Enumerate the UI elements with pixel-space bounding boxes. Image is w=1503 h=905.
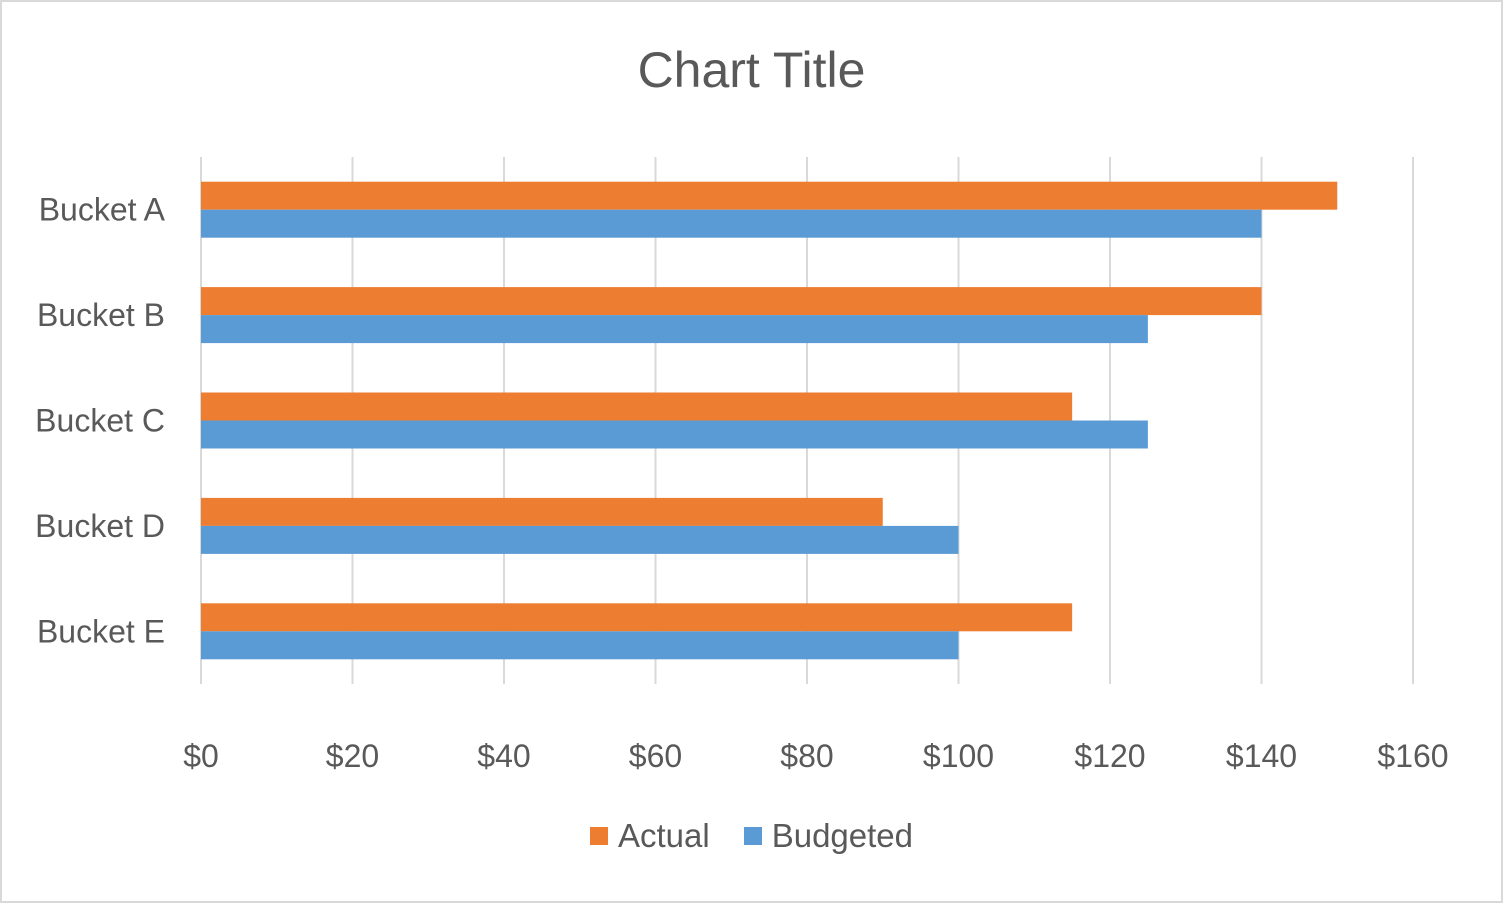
y-category-label: Bucket B xyxy=(37,297,165,333)
y-category-label: Bucket C xyxy=(35,403,165,439)
bar-actual-bucket-b xyxy=(201,287,1262,316)
x-tick-label: $120 xyxy=(1074,738,1145,774)
x-tick-label: $60 xyxy=(629,738,682,774)
legend: Actual Budgeted xyxy=(2,817,1501,855)
bar-budgeted-bucket-c xyxy=(201,420,1148,449)
y-category-label: Bucket D xyxy=(35,508,165,544)
legend-label-actual: Actual xyxy=(617,817,710,854)
chart-title: Chart Title xyxy=(637,42,866,98)
legend-swatch-actual xyxy=(589,827,608,845)
legend-item-actual: Actual xyxy=(589,817,710,855)
legend-swatch-budgeted xyxy=(743,827,762,845)
bar-budgeted-bucket-e xyxy=(201,631,959,660)
bars xyxy=(201,181,1338,660)
x-tick-label: $140 xyxy=(1226,738,1297,774)
x-tick-label: $100 xyxy=(923,738,994,774)
bar-budgeted-bucket-a xyxy=(201,209,1262,238)
bar-actual-bucket-e xyxy=(201,603,1073,632)
bar-actual-bucket-c xyxy=(201,392,1073,421)
bar-budgeted-bucket-b xyxy=(201,315,1148,344)
x-axis-labels: $0 $20 $40 $60 $80 $100 $120 $140 $160 xyxy=(183,738,1448,774)
x-tick-label: $80 xyxy=(780,738,833,774)
bar-actual-bucket-d xyxy=(201,497,883,526)
legend-item-budgeted: Budgeted xyxy=(743,817,914,855)
x-tick-label: $40 xyxy=(477,738,530,774)
y-category-label: Bucket A xyxy=(39,192,166,228)
bar-actual-bucket-a xyxy=(201,181,1338,210)
bar-budgeted-bucket-d xyxy=(201,525,959,554)
legend-label-budgeted: Budgeted xyxy=(771,817,914,854)
x-tick-label: $160 xyxy=(1377,738,1448,774)
x-tick-label: $0 xyxy=(183,738,219,774)
y-category-label: Bucket E xyxy=(37,613,165,649)
x-tick-label: $20 xyxy=(326,738,379,774)
y-axis-labels: Bucket A Bucket B Bucket C Bucket D Bucket E xyxy=(35,192,165,650)
